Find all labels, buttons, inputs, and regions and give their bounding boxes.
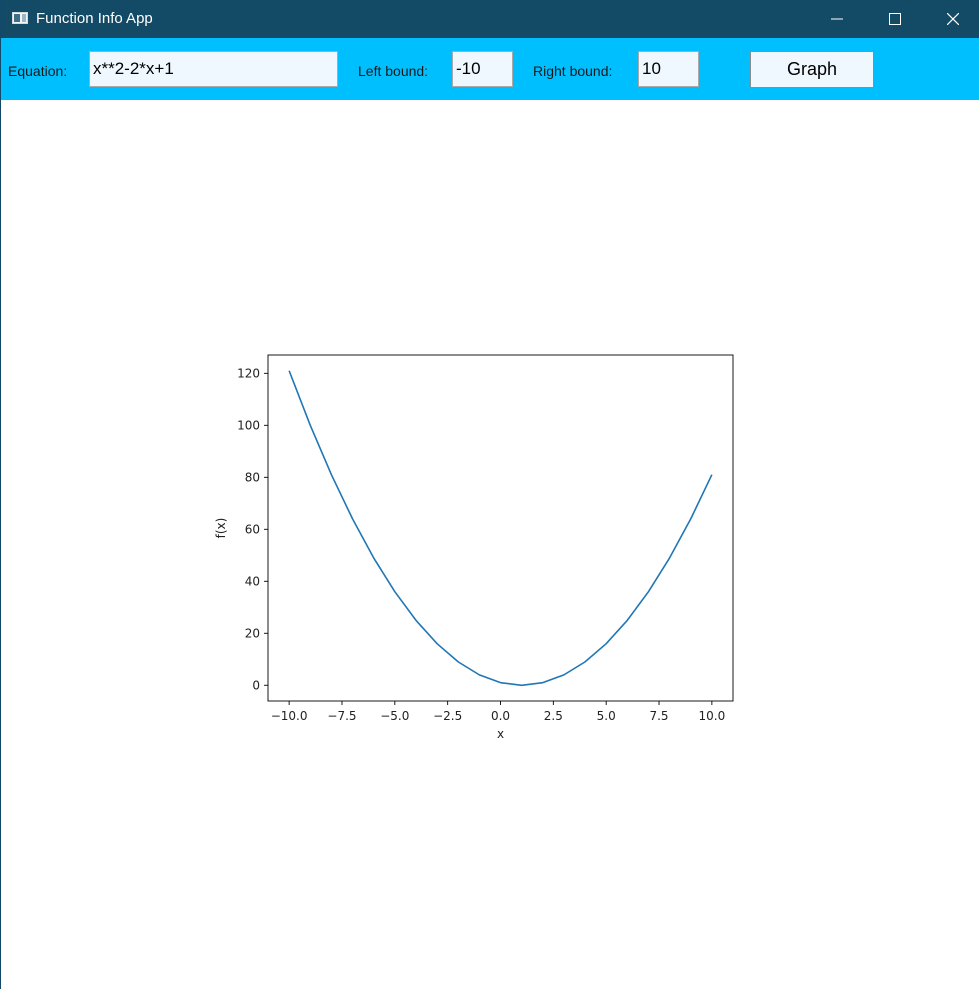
y-tick-label: 80 (245, 470, 260, 484)
minimize-button[interactable] (812, 0, 862, 38)
x-tick-label: −10.0 (271, 709, 308, 723)
window-title: Function Info App (36, 10, 153, 27)
app-window-icon (12, 12, 28, 24)
y-tick-label: 40 (245, 574, 260, 588)
x-tick-label: −5.0 (380, 709, 409, 723)
title-bar[interactable]: Function Info App (1, 0, 979, 38)
input-toolbar: Equation: Left bound: Right bound: Graph (1, 38, 979, 100)
y-tick-label: 20 (245, 626, 260, 640)
x-tick-label: 2.5 (544, 709, 563, 723)
equation-input[interactable] (89, 51, 338, 87)
y-tick-label: 120 (237, 366, 260, 380)
y-tick-label: 100 (237, 418, 260, 432)
y-tick-label: 60 (245, 522, 260, 536)
function-plot: −10.0 −7.5 −5.0 −2.5 0.0 2.5 5.0 7.5 10.0 0 20 40 60… (201, 340, 761, 750)
close-button[interactable] (928, 0, 978, 38)
plot-canvas: −10.0 −7.5 −5.0 −2.5 0.0 2.5 5.0 7.5 10.0 0 20 40 60… (214, 354, 734, 741)
axes-frame (267, 354, 734, 702)
x-tick-label: −2.5 (433, 709, 462, 723)
maximize-icon (889, 13, 901, 25)
y-axis-label: f(x) (214, 518, 228, 539)
x-axis-label: x (497, 727, 504, 741)
minimize-icon (831, 18, 843, 20)
left-bound-label: Left bound: (358, 63, 429, 79)
x-tick-label: 5.0 (597, 709, 616, 723)
y-tick-label: 0 (252, 678, 260, 692)
function-curve (288, 370, 713, 687)
close-icon (947, 13, 959, 25)
equation-label: Equation: (8, 63, 68, 79)
graph-button[interactable]: Graph (750, 51, 874, 88)
x-tick-label: 0.0 (491, 709, 510, 723)
left-bound-input[interactable] (452, 51, 513, 87)
maximize-button[interactable] (870, 0, 920, 38)
x-tick-label: 7.5 (649, 709, 668, 723)
right-bound-label: Right bound: (533, 63, 613, 79)
x-tick-label: 10.0 (699, 709, 726, 723)
right-bound-input[interactable] (638, 51, 699, 87)
x-tick-label: −7.5 (327, 709, 356, 723)
